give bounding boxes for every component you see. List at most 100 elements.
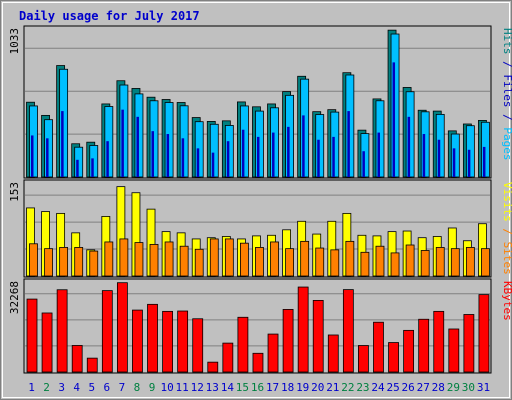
x-tick-label: 24 (371, 381, 385, 394)
bar-pages (257, 137, 260, 177)
bar-kbytes (87, 358, 97, 372)
bar-pages (332, 137, 335, 177)
bar-pages (61, 111, 64, 177)
bar-kbytes (328, 335, 338, 372)
bar-sites (421, 250, 429, 276)
bar-kbytes (313, 300, 323, 372)
bar-pages (362, 151, 365, 177)
bar-sites (451, 249, 459, 276)
bar-sites (30, 244, 38, 276)
x-tick-label: 18 (281, 381, 294, 394)
legend-item: Pages (501, 127, 512, 160)
bar-sites (75, 247, 83, 276)
legend-hits-files-pages: Hits / Files / Pages (501, 28, 512, 161)
legend-item: / (501, 222, 512, 242)
bar-pages (317, 140, 320, 177)
bar-kbytes (449, 329, 459, 372)
bar-sites (331, 250, 339, 276)
bar-pages (182, 138, 185, 177)
bar-sites (45, 249, 53, 276)
bar-pages (197, 148, 200, 177)
bar-pages (438, 140, 441, 177)
bar-sites (135, 243, 143, 276)
legend-item: Hits (501, 28, 512, 55)
bar-pages (483, 147, 486, 177)
legend-item: Visits (501, 182, 512, 222)
bar-pages (227, 141, 230, 177)
x-tick-label: 2 (43, 381, 50, 394)
bar-sites (180, 246, 188, 276)
bar-sites (90, 251, 98, 276)
x-tick-label: 20 (311, 381, 324, 394)
legend-item: / (501, 55, 512, 75)
bar-sites (195, 249, 203, 276)
x-tick-label: 14 (221, 381, 235, 394)
bar-kbytes (148, 304, 158, 372)
bar-sites (286, 249, 294, 276)
panel-visits-sites: 153 Visits / Sites (8, 180, 512, 277)
x-tick-label: 28 (432, 381, 445, 394)
bar-kbytes (208, 362, 218, 372)
bar-sites (120, 239, 128, 276)
bar-sites (105, 242, 113, 276)
bar-kbytes (72, 345, 82, 372)
x-tick-label: 3 (58, 381, 65, 394)
bar-kbytes (102, 291, 112, 372)
x-tick-label: 12 (191, 381, 204, 394)
bar-kbytes (283, 309, 293, 372)
panel-kbytes: 32268 KBytes (8, 279, 512, 373)
bar-pages (212, 153, 215, 177)
bar-pages (106, 141, 109, 177)
x-tick-label: 13 (206, 381, 219, 394)
x-tick-label: 27 (417, 381, 430, 394)
x-tick-label: 22 (341, 381, 354, 394)
chart-title: Daily usage for July 2017 (19, 9, 200, 23)
bar-kbytes (464, 314, 474, 372)
bar-sites (346, 241, 354, 276)
bar-sites (165, 242, 173, 276)
bar-sites (481, 249, 489, 276)
x-tick-label: 19 (296, 381, 309, 394)
bar-kbytes (419, 319, 429, 372)
legend-item: Sites (501, 242, 512, 275)
bar-pages (242, 130, 245, 177)
bar-sites (60, 247, 68, 276)
x-tick-label: 23 (356, 381, 369, 394)
bar-pages (302, 115, 305, 177)
x-tick-label: 7 (119, 381, 126, 394)
bar-pages (136, 117, 139, 177)
x-tick-label: 21 (326, 381, 339, 394)
bar-sites (240, 243, 248, 276)
x-tick-label: 11 (176, 381, 189, 394)
bar-pages (167, 134, 170, 177)
bar-sites (361, 252, 369, 276)
x-tick-label: 8 (134, 381, 141, 394)
x-tick-label: 31 (477, 381, 490, 394)
y-max-label: 1033 (8, 28, 21, 55)
bar-kbytes (389, 343, 399, 372)
x-tick-label: 6 (104, 381, 111, 394)
bar-kbytes (238, 317, 248, 372)
bar-kbytes (193, 319, 203, 372)
legend-item: / (501, 108, 512, 128)
legend-visits-sites: Visits / Sites (501, 182, 512, 275)
y-max-label: 32268 (8, 281, 21, 314)
legend-item: Files (501, 74, 512, 107)
bar-sites (301, 241, 309, 276)
x-tick-label: 25 (386, 381, 399, 394)
chart-panels: 1033 Hits / Files / Pages 153 Visits / Site… (8, 26, 512, 373)
bar-pages (121, 110, 124, 177)
bar-pages (31, 135, 34, 177)
x-tick-label: 10 (160, 381, 173, 394)
bar-sites (271, 242, 279, 276)
bar-pages (46, 138, 49, 177)
bar-pages (423, 134, 426, 177)
bar-pages (347, 111, 350, 177)
bar-pages (287, 127, 290, 177)
bar-kbytes (479, 295, 489, 372)
bar-kbytes (343, 290, 353, 372)
y-max-label: 153 (8, 182, 21, 202)
bar-sites (255, 247, 263, 276)
bar-pages (393, 62, 396, 177)
